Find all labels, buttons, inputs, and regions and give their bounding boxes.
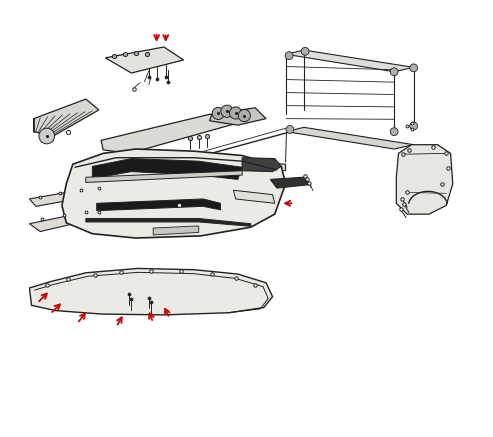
Polygon shape (234, 190, 275, 203)
Circle shape (390, 68, 398, 76)
Polygon shape (201, 158, 285, 171)
Polygon shape (30, 268, 273, 315)
Circle shape (390, 128, 398, 135)
Circle shape (410, 64, 418, 72)
Circle shape (285, 52, 293, 59)
Circle shape (39, 128, 55, 144)
Circle shape (410, 122, 418, 130)
Polygon shape (153, 226, 199, 235)
Polygon shape (270, 177, 310, 188)
Polygon shape (396, 145, 453, 214)
Polygon shape (286, 127, 414, 149)
Polygon shape (92, 159, 242, 180)
Polygon shape (86, 218, 251, 226)
Polygon shape (34, 99, 99, 136)
Polygon shape (106, 47, 183, 73)
Circle shape (286, 125, 294, 133)
Polygon shape (86, 171, 242, 183)
Polygon shape (30, 186, 112, 206)
Circle shape (301, 48, 309, 55)
Polygon shape (97, 199, 220, 211)
Polygon shape (62, 149, 285, 238)
Circle shape (221, 105, 233, 117)
Polygon shape (210, 108, 266, 125)
Circle shape (230, 107, 242, 119)
Polygon shape (30, 210, 106, 232)
Circle shape (212, 108, 224, 119)
Polygon shape (101, 114, 238, 153)
Circle shape (238, 110, 250, 121)
Polygon shape (242, 158, 281, 172)
Polygon shape (286, 50, 414, 72)
